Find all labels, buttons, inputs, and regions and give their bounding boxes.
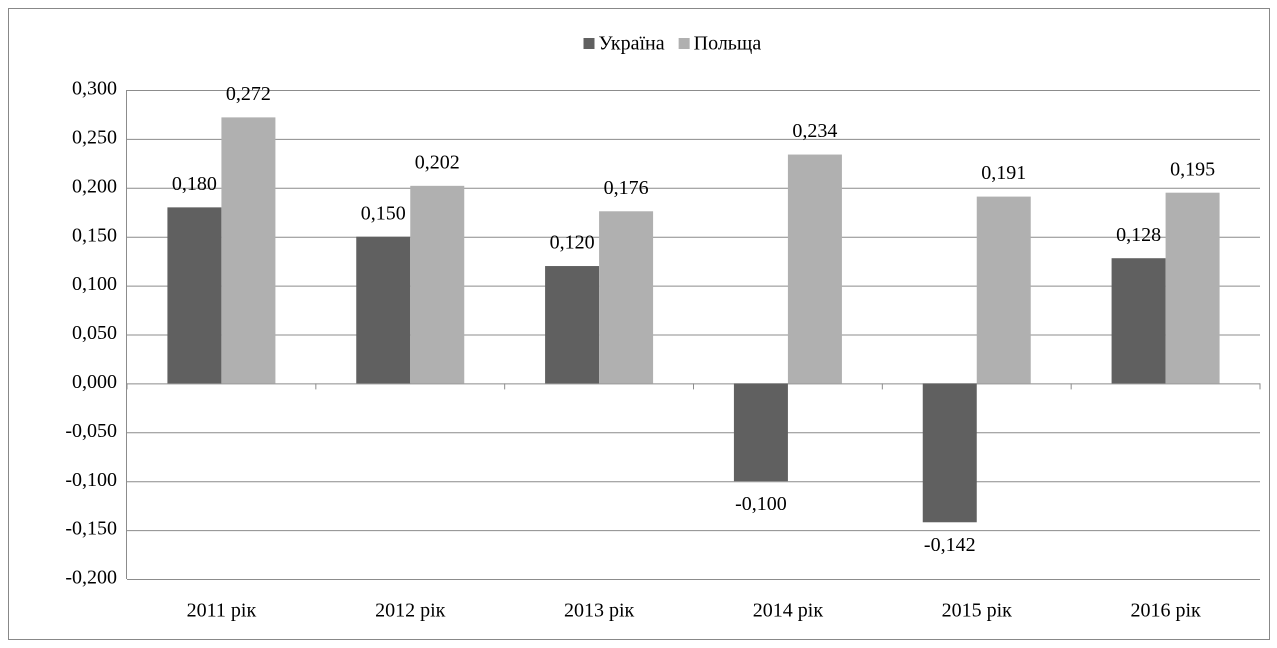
x-tick-label: 2011 рік xyxy=(187,600,257,622)
y-tick-label: 0,050 xyxy=(72,322,117,344)
data-label: 0,128 xyxy=(1116,224,1161,246)
x-tick-label: 2013 рік xyxy=(564,600,635,622)
bar xyxy=(167,207,222,384)
bar xyxy=(410,185,465,384)
legend-swatch xyxy=(678,38,690,49)
y-tick-label: 0,300 xyxy=(72,78,117,100)
y-tick-label: 0,100 xyxy=(72,273,117,295)
legend-label: Україна xyxy=(599,33,665,55)
y-tick-label: -0,200 xyxy=(65,567,117,589)
legend-label: Польща xyxy=(694,33,762,55)
data-label: 0,234 xyxy=(792,120,837,142)
y-tick-label: 0,250 xyxy=(72,126,117,148)
y-tick-label: 0,150 xyxy=(72,224,117,246)
data-label: 0,150 xyxy=(361,202,406,224)
y-tick-label: 0,200 xyxy=(72,175,117,197)
y-tick-label: -0,150 xyxy=(65,518,117,540)
y-tick-label: -0,050 xyxy=(65,420,117,442)
bar xyxy=(1165,192,1220,384)
x-tick-label: 2012 рік xyxy=(375,600,446,622)
bar xyxy=(545,266,600,384)
bar xyxy=(787,154,842,384)
bar xyxy=(922,383,977,523)
data-label: 0,180 xyxy=(172,173,217,195)
data-label: -0,142 xyxy=(924,534,976,556)
y-tick-label: 0,000 xyxy=(72,371,117,393)
bar xyxy=(356,236,411,384)
legend-swatch xyxy=(583,38,595,49)
data-label: -0,100 xyxy=(735,493,787,515)
x-tick-label: 2016 рік xyxy=(1130,600,1201,622)
bar xyxy=(976,196,1031,384)
y-tick-label: -0,100 xyxy=(65,469,117,491)
bar xyxy=(1111,258,1166,384)
data-label: 0,195 xyxy=(1170,158,1215,180)
x-tick-label: 2015 рік xyxy=(942,600,1013,622)
data-label: 0,191 xyxy=(981,162,1026,184)
data-label: 0,120 xyxy=(550,232,595,254)
data-label: 0,272 xyxy=(226,83,271,105)
x-tick-label: 2014 рік xyxy=(753,600,824,622)
bar xyxy=(733,383,788,482)
data-label: 0,176 xyxy=(604,177,649,199)
data-label: 0,202 xyxy=(415,151,460,173)
bar xyxy=(221,117,276,384)
bar xyxy=(599,211,654,384)
